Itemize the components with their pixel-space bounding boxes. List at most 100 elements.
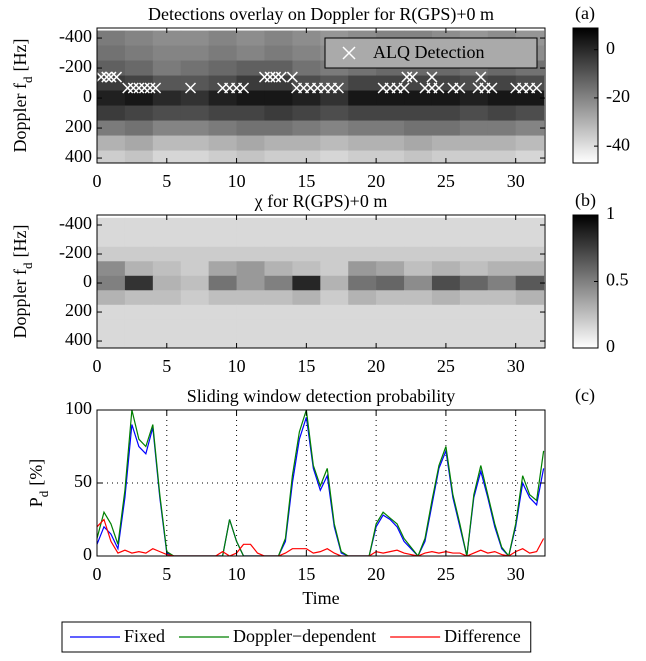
heat-cell — [431, 304, 461, 320]
heat-cell — [208, 150, 238, 163]
heat-cell — [152, 275, 182, 291]
heat-cell — [459, 304, 489, 320]
heat-cell — [236, 304, 265, 320]
heat-cell — [459, 261, 489, 277]
heat-cell — [459, 333, 489, 348]
heat-cell — [487, 304, 517, 320]
heat-cell — [487, 150, 517, 163]
x-tick-label: 10 — [228, 564, 246, 584]
x-tick-label: 15 — [297, 356, 315, 376]
heat-cell — [320, 275, 349, 291]
heat-cell — [515, 105, 545, 122]
colorbar-tick-label: 1 — [606, 203, 615, 223]
heat-cell — [97, 232, 126, 248]
heat-cell — [236, 105, 265, 122]
y-tick-label: 100 — [65, 398, 92, 418]
heat-cell — [124, 30, 154, 47]
heat-cell — [236, 60, 265, 77]
heat-cell — [348, 319, 377, 335]
x-tick-label: 25 — [437, 171, 455, 191]
heat-cell — [404, 217, 433, 233]
heat-cell — [180, 90, 210, 107]
heat-cell — [264, 105, 293, 122]
heat-cell — [152, 261, 182, 277]
heat-cell — [459, 290, 489, 306]
detection-marker — [264, 71, 276, 83]
x-axis-label: Time — [302, 588, 339, 608]
heat-cell — [515, 135, 545, 152]
heat-cell — [348, 232, 377, 248]
panel-label: (b) — [575, 190, 596, 211]
heat-cell — [152, 150, 182, 163]
heat-cell — [320, 319, 349, 335]
heat-cell — [180, 261, 210, 277]
heat-cell — [97, 105, 126, 122]
y-tick-label: -400 — [59, 26, 92, 46]
heat-cell — [152, 304, 182, 320]
heat-cell — [459, 120, 489, 137]
y-label-main: Doppler f — [10, 83, 30, 152]
legend-label: Difference — [444, 626, 521, 646]
heat-cell — [264, 246, 293, 262]
panel-label: (c) — [575, 385, 595, 406]
heat-cell — [124, 120, 154, 137]
heat-cell — [431, 120, 461, 137]
y-tick-label: -400 — [59, 213, 92, 233]
y-label-main: P — [26, 497, 46, 507]
heat-cell — [292, 319, 321, 335]
legend: Fixed Doppler−dependent Difference — [61, 621, 532, 653]
y-label-sub: d — [20, 262, 35, 269]
heat-cell — [348, 333, 377, 348]
heat-cell — [152, 30, 182, 47]
y-axis-label: Doppler fd [Hz] — [10, 225, 35, 339]
y-tick-label: 50 — [74, 471, 92, 491]
detection-marker — [122, 82, 134, 94]
heat-cell — [487, 290, 517, 306]
x-tick-label: 30 — [507, 356, 525, 376]
heat-cell — [152, 45, 182, 62]
detection-marker — [270, 71, 282, 83]
colorbar — [572, 27, 599, 164]
heat-cell — [376, 135, 405, 152]
x-tick-label: 5 — [162, 356, 171, 376]
heat-cell — [124, 333, 154, 348]
legend-label: ALQ Detection — [373, 42, 484, 62]
heat-cell — [404, 135, 433, 152]
heat-cell — [236, 30, 265, 47]
heat-cell — [431, 232, 461, 248]
heat-cell — [292, 275, 321, 291]
heat-cell — [515, 217, 545, 233]
heat-cell — [152, 60, 182, 77]
y-tick-label: 200 — [65, 300, 92, 320]
x-tick-label: 10 — [228, 356, 246, 376]
y-label-sub: d — [36, 490, 51, 497]
heat-cell — [431, 333, 461, 348]
heat-cell — [348, 261, 377, 277]
heat-cell — [264, 275, 293, 291]
heat-cell — [236, 290, 265, 306]
x-tick-label: 25 — [437, 356, 455, 376]
heat-cell — [292, 261, 321, 277]
heat-cell — [208, 261, 238, 277]
heat-cell — [376, 290, 405, 306]
heat-cell — [320, 246, 349, 262]
heat-cell — [320, 90, 349, 107]
colorbar-tick-label: -40 — [606, 134, 630, 154]
detection-marker — [133, 82, 145, 94]
heat-cell — [236, 333, 265, 348]
heat-cell — [292, 150, 321, 163]
colorbar-tick-label: -20 — [606, 86, 630, 106]
heat-cell — [320, 217, 349, 233]
heat-cell — [487, 319, 517, 335]
heat-cell — [459, 105, 489, 122]
heat-cell — [348, 246, 377, 262]
heat-cell — [264, 90, 293, 107]
heat-cell — [292, 304, 321, 320]
heat-cell — [292, 30, 321, 47]
heat-cell — [431, 135, 461, 152]
heat-cell — [376, 105, 405, 122]
y-label-unit: [Hz] — [10, 225, 30, 258]
heat-cell — [459, 150, 489, 163]
heat-cell — [124, 150, 154, 163]
heat-cell — [124, 304, 154, 320]
